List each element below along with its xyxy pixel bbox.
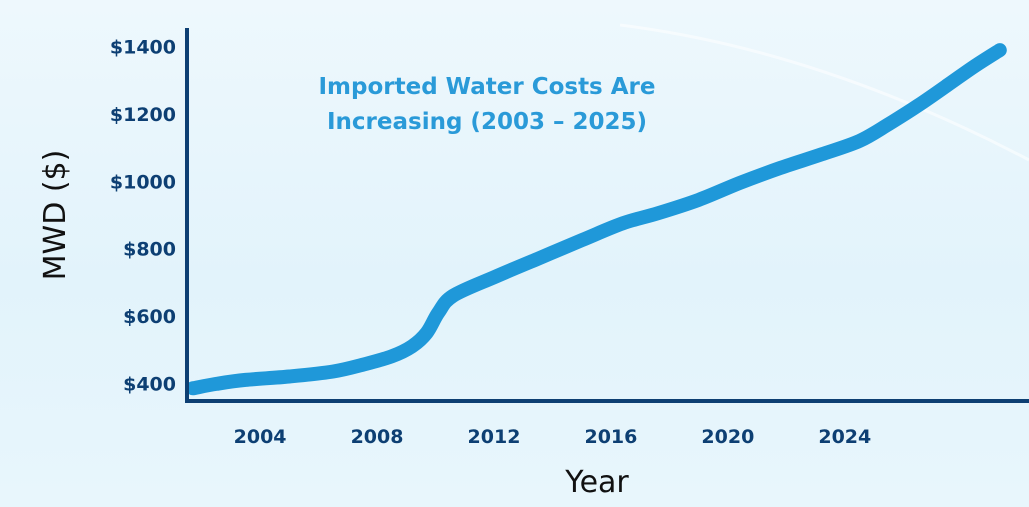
chart-title-line: Increasing (2003 – 2025) — [327, 109, 647, 135]
y-tick-label: $1400 — [110, 37, 176, 59]
y-tick-label: $600 — [123, 306, 176, 328]
y-axis-label: MWD ($) — [38, 150, 73, 281]
y-tick-label: $800 — [123, 239, 176, 261]
y-tick-label: $1200 — [110, 104, 176, 126]
x-axis-label: Year — [564, 465, 629, 500]
chart-title-line: Imported Water Costs Are — [318, 74, 655, 100]
y-tick-labels: $400 $600 $800 $1000 $1200 $1400 — [110, 37, 176, 396]
background-sheen — [619, 23, 1029, 162]
series-line — [185, 43, 1007, 396]
x-tick-label: 2020 — [701, 426, 754, 448]
x-tick-label: 2012 — [468, 426, 521, 448]
x-tick-label: 2004 — [234, 426, 287, 448]
x-tick-label: 2008 — [351, 426, 404, 448]
x-tick-label: 2024 — [818, 426, 871, 448]
chart-title: Imported Water Costs Are Increasing (2003… — [318, 74, 655, 135]
x-tick-labels: 2004 2008 2012 2016 2020 2024 — [234, 426, 872, 448]
x-tick-label: 2016 — [584, 426, 637, 448]
y-tick-label: $1000 — [110, 171, 176, 193]
y-tick-label: $400 — [123, 373, 176, 395]
